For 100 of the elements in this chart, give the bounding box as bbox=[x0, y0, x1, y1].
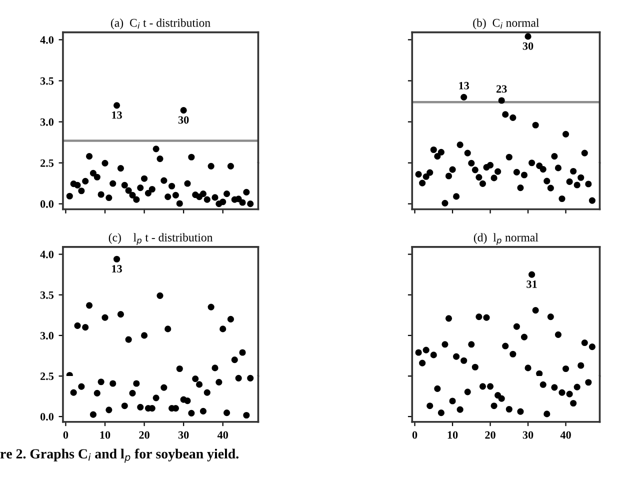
point bbox=[168, 182, 176, 190]
point bbox=[212, 364, 218, 372]
point bbox=[94, 174, 100, 180]
point bbox=[434, 385, 441, 392]
point bbox=[140, 332, 148, 339]
point bbox=[449, 398, 456, 404]
annotation: 31 bbox=[526, 280, 537, 288]
point bbox=[117, 164, 124, 172]
point bbox=[160, 177, 168, 184]
point bbox=[456, 142, 464, 148]
point bbox=[415, 171, 422, 178]
point bbox=[78, 383, 85, 390]
point bbox=[125, 336, 132, 343]
point bbox=[445, 315, 452, 322]
point bbox=[247, 200, 254, 208]
point bbox=[486, 383, 494, 390]
point bbox=[133, 380, 140, 387]
point bbox=[176, 365, 183, 372]
point bbox=[243, 188, 250, 196]
point bbox=[494, 168, 502, 175]
point bbox=[479, 383, 486, 390]
chart-title: (a) C$_{i}$ t - distribution bbox=[110, 18, 210, 30]
point bbox=[200, 408, 207, 414]
point bbox=[204, 196, 210, 203]
point bbox=[113, 256, 120, 262]
point bbox=[536, 162, 543, 170]
point bbox=[578, 362, 584, 369]
annotation: 23 bbox=[496, 85, 507, 93]
point bbox=[160, 384, 168, 391]
point bbox=[464, 150, 471, 156]
point bbox=[184, 180, 191, 187]
x-tick-label: 0 bbox=[412, 431, 418, 439]
point bbox=[498, 97, 505, 104]
y-tick-label: 3.0 bbox=[40, 332, 54, 340]
annotation: 30 bbox=[522, 42, 534, 50]
point bbox=[544, 178, 550, 184]
point bbox=[442, 341, 448, 348]
point bbox=[208, 304, 214, 310]
chart-title: (d) l$_{p}$ normal bbox=[474, 233, 538, 245]
point bbox=[188, 410, 195, 416]
point bbox=[430, 146, 437, 154]
point bbox=[220, 326, 226, 332]
point bbox=[574, 384, 580, 390]
point bbox=[483, 314, 490, 321]
point bbox=[231, 356, 238, 364]
y-tick-label: 2.5 bbox=[40, 372, 54, 380]
point bbox=[172, 192, 180, 198]
point bbox=[581, 339, 588, 346]
point bbox=[476, 313, 482, 320]
point bbox=[551, 384, 558, 391]
point bbox=[86, 153, 93, 160]
point bbox=[540, 381, 546, 388]
point bbox=[74, 322, 81, 330]
point bbox=[498, 395, 505, 402]
point bbox=[540, 166, 546, 173]
point bbox=[528, 160, 536, 166]
point bbox=[513, 323, 520, 330]
point bbox=[513, 168, 520, 176]
point bbox=[243, 412, 250, 419]
point bbox=[570, 400, 577, 407]
point bbox=[98, 378, 104, 386]
point bbox=[204, 389, 210, 396]
point bbox=[554, 331, 562, 338]
point bbox=[528, 271, 536, 278]
point bbox=[517, 184, 524, 192]
point bbox=[456, 406, 464, 413]
x-tick-label: 30 bbox=[522, 431, 534, 439]
point bbox=[82, 178, 89, 185]
y-tick-label: 2.5 bbox=[40, 159, 54, 167]
point bbox=[506, 154, 512, 160]
point bbox=[227, 316, 234, 323]
point bbox=[453, 353, 460, 360]
point bbox=[558, 195, 566, 202]
point bbox=[566, 178, 573, 186]
point bbox=[510, 350, 516, 358]
annotation: 13 bbox=[112, 265, 122, 273]
point bbox=[140, 175, 148, 182]
point bbox=[90, 411, 97, 418]
point bbox=[544, 410, 550, 418]
point bbox=[422, 346, 430, 354]
point bbox=[532, 122, 539, 128]
point bbox=[152, 394, 160, 402]
point bbox=[129, 390, 136, 397]
point bbox=[554, 164, 562, 172]
x-tick-label: 40 bbox=[217, 431, 228, 439]
point bbox=[137, 184, 144, 192]
point bbox=[536, 370, 543, 377]
point bbox=[562, 130, 570, 138]
point bbox=[110, 380, 116, 387]
point bbox=[426, 169, 434, 176]
point bbox=[419, 360, 426, 366]
point bbox=[502, 111, 509, 118]
point bbox=[235, 196, 242, 202]
point bbox=[532, 307, 539, 314]
point bbox=[200, 190, 207, 198]
point bbox=[574, 182, 580, 188]
point bbox=[235, 374, 242, 382]
y-tick-label: 4.0 bbox=[40, 36, 54, 44]
point bbox=[566, 390, 573, 398]
point bbox=[547, 313, 554, 320]
